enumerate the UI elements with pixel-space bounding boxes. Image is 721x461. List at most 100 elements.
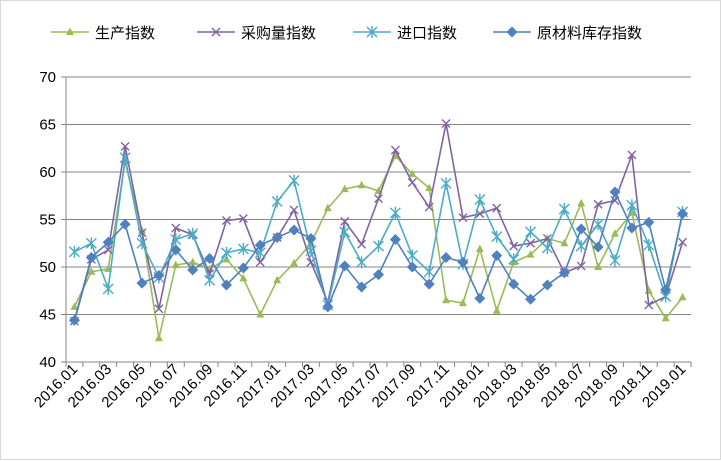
data-point: [288, 224, 300, 236]
data-point: [425, 183, 434, 192]
legend-item: 原材料库存指数: [493, 24, 642, 42]
data-point: [594, 262, 603, 270]
legend-swatch-marker: [211, 27, 221, 37]
series-line: [73, 122, 684, 322]
data-point: [119, 218, 131, 230]
data-point: [660, 284, 672, 296]
y-axis-tick-labels: 40 45 50 55 60 65 70: [39, 69, 56, 371]
data-point: [560, 238, 569, 247]
legend-swatch-marker: [506, 26, 518, 38]
data-point: [644, 286, 653, 294]
y-tick-label: 50: [39, 259, 56, 276]
data-point: [271, 232, 283, 244]
data-point: [70, 302, 79, 310]
y-tick-label: 70: [39, 69, 56, 86]
data-point: [255, 257, 265, 267]
data-point: [273, 275, 282, 284]
y-tick-label: 45: [39, 307, 56, 324]
data-point: [508, 278, 520, 290]
data-point: [406, 261, 418, 273]
data-point: [187, 264, 199, 276]
legend-item: 采购量指数: [197, 24, 316, 42]
data-point: [661, 313, 670, 322]
data-point: [373, 240, 384, 253]
data-point: [558, 267, 570, 279]
data-point: [154, 333, 163, 342]
data-point: [374, 194, 383, 204]
data-point: [678, 237, 688, 247]
data-point: [407, 177, 417, 187]
data-point: [609, 254, 621, 267]
data-point: [171, 260, 180, 269]
data-point: [187, 227, 199, 240]
data-point: [323, 203, 332, 212]
data-point: [423, 265, 435, 278]
data-point: [339, 260, 351, 272]
data-point: [357, 180, 366, 189]
data-point: [577, 198, 586, 207]
data-point: [541, 279, 553, 291]
series-line: [73, 191, 684, 321]
data-point: [136, 237, 148, 250]
data-point: [153, 270, 165, 282]
data-point: [526, 238, 536, 248]
legend-label: 生产指数: [95, 24, 155, 42]
legend: 生产指数 采购量指数 进口指数 原材料库存指数: [51, 24, 642, 42]
legend-item: 进口指数: [353, 24, 457, 42]
data-point: [458, 213, 468, 223]
legend-label: 采购量指数: [241, 24, 316, 42]
data-point: [677, 208, 689, 220]
data-point: [440, 177, 452, 190]
data-point: [406, 249, 418, 262]
data-point: [474, 292, 486, 304]
x-axis-tick-labels: 2016.012016.032016.052016.072016.092016.…: [31, 361, 689, 411]
data-point: [475, 244, 484, 252]
data-point: [541, 242, 553, 254]
data-point: [423, 278, 435, 290]
data-point: [102, 282, 114, 295]
data-point: [442, 295, 451, 304]
y-tick-label: 40: [39, 354, 56, 371]
data-point: [102, 236, 114, 248]
data-point: [626, 222, 638, 234]
data-point: [508, 253, 520, 266]
data-point: [136, 277, 148, 289]
data-point: [289, 205, 299, 215]
y-tick-label: 55: [39, 212, 56, 229]
data-point: [68, 245, 80, 258]
data-point: [491, 230, 503, 243]
series-4: [68, 186, 689, 326]
data-point: [204, 274, 216, 287]
data-point: [188, 257, 197, 266]
data-point: [424, 202, 434, 212]
data-point: [288, 174, 300, 187]
data-point: [340, 184, 349, 193]
data-point: [458, 298, 467, 307]
data-point: [644, 300, 654, 310]
data-point: [154, 304, 164, 314]
data-point: [204, 252, 216, 264]
data-point: [408, 169, 417, 177]
data-point: [592, 241, 604, 253]
data-point: [237, 262, 249, 274]
legend-label: 原材料库存指数: [537, 24, 642, 42]
data-point: [85, 252, 97, 263]
y-tick-label: 65: [39, 117, 56, 134]
data-point: [389, 206, 401, 219]
data-point: [322, 301, 334, 313]
series-layer: [68, 119, 689, 342]
data-point: [120, 141, 130, 151]
data-point: [492, 203, 502, 213]
data-point: [474, 193, 486, 206]
y-tick-label: 60: [39, 164, 56, 181]
data-point: [626, 199, 638, 212]
data-point: [373, 269, 384, 281]
data-point: [356, 256, 368, 269]
data-point: [592, 218, 604, 231]
legend-swatch-marker: [66, 27, 74, 35]
series-3: [68, 151, 689, 311]
data-point: [593, 199, 603, 209]
data-point: [558, 203, 570, 216]
series-2: [69, 119, 688, 326]
data-point: [170, 244, 182, 256]
